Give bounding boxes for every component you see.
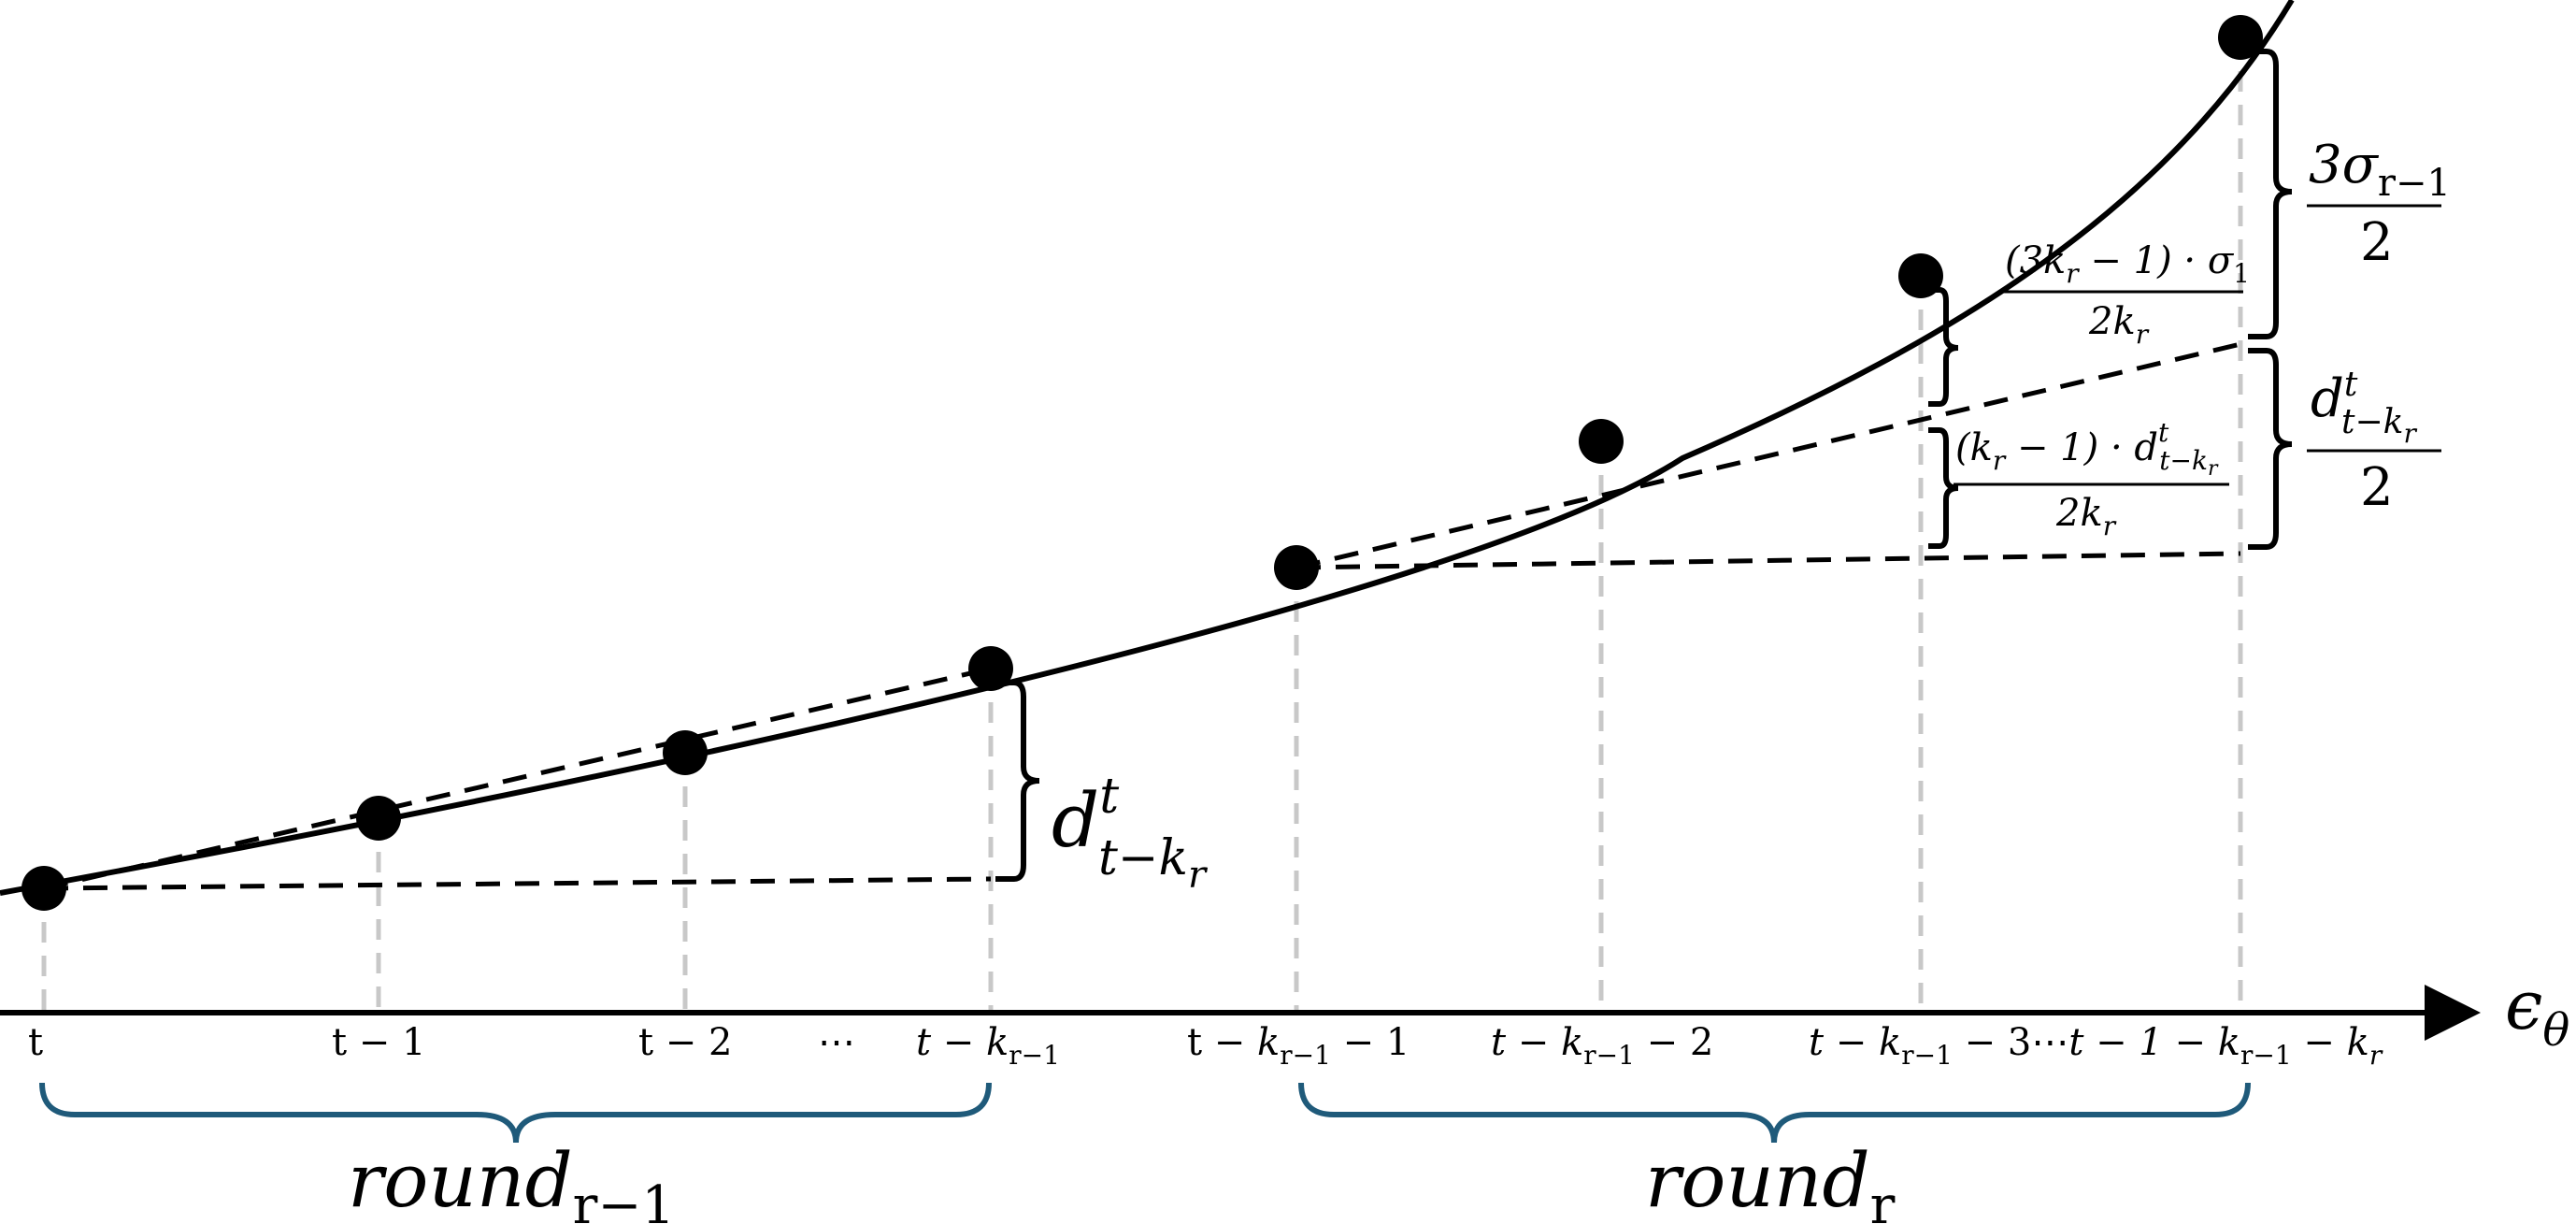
- vertical-braces: [995, 49, 2293, 882]
- brace-three-k: [1928, 287, 1959, 407]
- tick-label: ⋯: [818, 1021, 855, 1064]
- tick-labels: t t − 1 t − 2 ⋯ t − kr−1 t − kr−1 − 1 t − kr−1…: [28, 1021, 2383, 1071]
- chord-line: [1295, 341, 2241, 570]
- brace-d-left: [995, 680, 1040, 882]
- d-left-label: dt t−kr: [1052, 769, 1209, 897]
- tick-label: t − kr−1 − 2: [1491, 1021, 1713, 1071]
- three-sigma-fraction: 3σr−1 2: [2307, 135, 2451, 273]
- tick-label: t − kr−1: [916, 1021, 1060, 1071]
- round-brace-left: [39, 1082, 992, 1144]
- brace-three-sigma: [2248, 49, 2293, 339]
- round-label-right: roundr: [1645, 1137, 1896, 1224]
- curve-point: [1579, 419, 1624, 464]
- convex-curve: [0, 0, 2295, 896]
- d-half-fraction: dt t−kr 2: [2307, 366, 2441, 518]
- three-sigma-num: 3σr−1: [2309, 135, 2451, 205]
- three-k-fraction: (3kr − 1) · σ1 2kr: [2002, 239, 2250, 350]
- k-minus-num: (kr − 1) · dt t−kr: [1955, 417, 2219, 481]
- chord-line: [1295, 551, 2241, 570]
- d-half-den: 2: [2360, 457, 2394, 518]
- tick-label: t − 1: [332, 1021, 425, 1064]
- curve-point: [663, 730, 708, 775]
- k-minus-den: 2kr: [2055, 492, 2117, 541]
- tick-label: t − kr−1 − 3⋯t − 1 − kr−1 − kr: [1809, 1021, 2383, 1071]
- curve-points: [21, 15, 2263, 911]
- three-k-num: (3kr − 1) · σ1: [2005, 239, 2250, 289]
- round-label-left: roundr−1: [348, 1137, 675, 1224]
- guide-lines: [41, 37, 2243, 1010]
- three-k-den: 2kr: [2088, 300, 2150, 350]
- tick-label: t − kr−1 − 1: [1187, 1021, 1410, 1071]
- round-braces: [39, 1082, 2251, 1144]
- brace-d-half: [2248, 348, 2293, 550]
- chord-line: [43, 666, 992, 891]
- tick-label: t: [28, 1021, 43, 1064]
- d-half-num: dt t−kr: [2311, 366, 2417, 449]
- chord-line: [43, 876, 992, 891]
- curve-point: [1274, 545, 1319, 590]
- curve-point: [21, 866, 66, 911]
- chord-lines: [43, 341, 2241, 891]
- tick-label: t − 2: [638, 1021, 732, 1064]
- x-axis-label: ϵθ: [2505, 966, 2569, 1057]
- three-sigma-den: 2: [2360, 212, 2394, 273]
- k-minus-fraction: (kr − 1) · dt t−kr 2kr: [1953, 417, 2229, 541]
- brace-k-minus: [1928, 427, 1959, 549]
- curve-point: [356, 796, 401, 841]
- round-brace-right: [1298, 1082, 2251, 1144]
